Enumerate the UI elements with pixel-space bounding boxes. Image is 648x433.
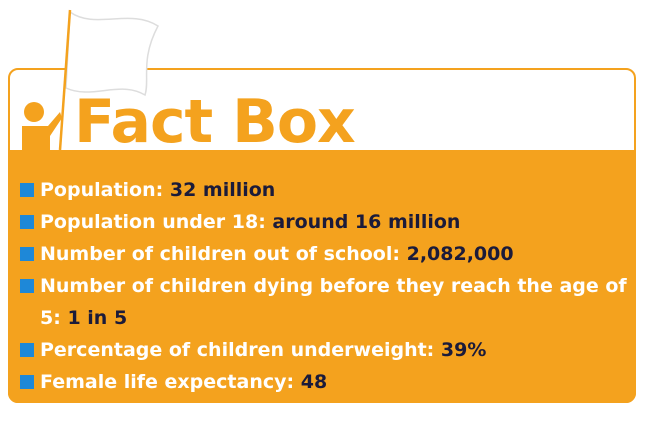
fact-value: 48 xyxy=(300,371,328,393)
fact-value: 39% xyxy=(440,339,487,361)
fact-value: 32 million xyxy=(169,179,276,201)
fact-label: Number of children out of school: xyxy=(40,243,400,265)
fact-value: around 16 million xyxy=(272,211,461,233)
bullet xyxy=(20,183,34,197)
flag xyxy=(65,10,159,97)
bullet xyxy=(20,343,34,357)
icon-body xyxy=(22,112,62,150)
fact-item: Percentage of children underweight: 39% xyxy=(20,334,630,366)
fact-item: Female life expectancy: 48 xyxy=(20,366,630,398)
fact-label: Percentage of children underweight: xyxy=(40,339,435,361)
fact-label: Number of children dying before they rea… xyxy=(40,275,627,329)
fact-value: 2,082,000 xyxy=(406,243,514,265)
info-flag-icon xyxy=(22,9,159,151)
fact-item: Number of children out of school: 2,082,… xyxy=(20,238,630,270)
bullet xyxy=(20,375,34,389)
fact-list: Population: 32 million Population under 1… xyxy=(20,174,630,398)
bullet xyxy=(20,279,34,293)
box-fill xyxy=(8,150,636,403)
fact-item: Population: 32 million xyxy=(20,174,630,206)
title: Fact Box xyxy=(74,87,356,157)
bullet xyxy=(20,247,34,261)
fact-item: Number of children dying before they rea… xyxy=(20,270,630,334)
fact-label: Population: xyxy=(40,179,164,201)
bullet xyxy=(20,215,34,229)
fact-item: Population under 18: around 16 million xyxy=(20,206,630,238)
icon-head xyxy=(24,102,44,122)
fact-label: Population under 18: xyxy=(40,211,266,233)
fact-label: Female life expectancy: xyxy=(40,371,295,393)
fact-value: 1 in 5 xyxy=(67,307,128,329)
flag-pole xyxy=(58,9,72,151)
